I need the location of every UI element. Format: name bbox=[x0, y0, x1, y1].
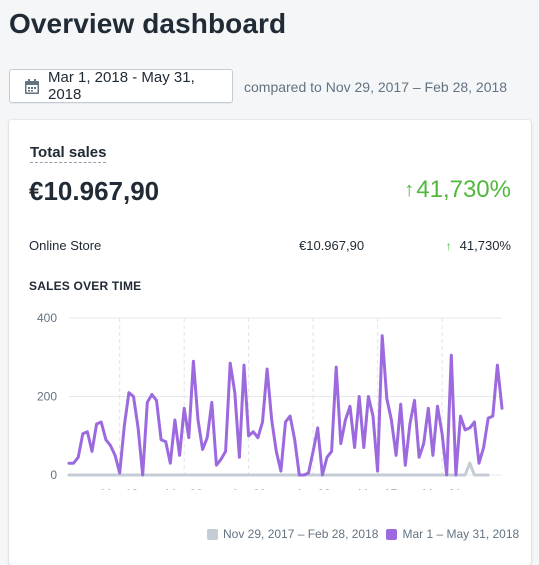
series-line-previous bbox=[67, 461, 490, 477]
legend-item-previous[interactable]: Nov 29, 2017 – Feb 28, 2018 bbox=[207, 527, 378, 541]
total-sales-value: €10.967,90 bbox=[29, 176, 160, 206]
series-line-current bbox=[67, 334, 504, 477]
y-tick-label: 200 bbox=[37, 390, 57, 404]
y-tick-label: 0 bbox=[50, 468, 57, 482]
x-tick-label: Mar 12 bbox=[101, 487, 139, 490]
comparison-range-text: compared to Nov 29, 2017 – Feb 28, 2018 bbox=[244, 79, 508, 95]
breakdown-row-change-value: 41,730% bbox=[459, 238, 511, 253]
legend-swatch-current bbox=[386, 528, 398, 540]
breakdown-row-label: Online Store bbox=[29, 238, 102, 253]
date-range-label: Mar 1, 2018 - May 31, 2018 bbox=[48, 69, 195, 103]
date-range-picker[interactable]: Mar 1, 2018 - May 31, 2018 bbox=[9, 69, 233, 103]
total-sales-title[interactable]: Total sales bbox=[30, 144, 107, 163]
y-tick-label: 400 bbox=[37, 311, 57, 325]
x-tick-label: May 21 bbox=[422, 487, 462, 490]
legend-label-current: Mar 1 – May 31, 2018 bbox=[402, 527, 520, 541]
legend-item-current[interactable]: Mar 1 – May 31, 2018 bbox=[386, 527, 519, 541]
chart-heading: SALES OVER TIME bbox=[29, 279, 142, 293]
arrow-up-icon: ↑ bbox=[445, 238, 452, 253]
breakdown-row-value: €10.967,90 bbox=[299, 238, 365, 253]
calendar-icon bbox=[24, 78, 40, 95]
x-tick-label: Mar 26 bbox=[165, 487, 203, 490]
legend-label-previous: Nov 29, 2017 – Feb 28, 2018 bbox=[223, 527, 379, 541]
x-tick-label: May 07 bbox=[358, 487, 398, 490]
total-sales-change: ↑ 41,730% bbox=[404, 176, 511, 204]
page-title: Overview dashboard bbox=[9, 8, 287, 39]
total-sales-change-value: 41,730% bbox=[416, 176, 511, 203]
x-tick-label: Apr 23 bbox=[295, 487, 331, 490]
total-sales-card: Total sales €10.967,90 ↑ 41,730% Online … bbox=[9, 120, 531, 565]
legend-swatch-previous bbox=[207, 528, 218, 540]
chart-legend: Nov 29, 2017 – Feb 28, 2018 Mar 1 – May … bbox=[207, 527, 519, 541]
arrow-up-icon: ↑ bbox=[404, 178, 415, 201]
sales-over-time-chart: 0 200 400 Mar 12 Mar 26 Apr 09 Apr 23 May 07 May… bbox=[37, 311, 504, 490]
x-tick-label: Apr 09 bbox=[231, 487, 267, 490]
breakdown-row-change: ↑ 41,730% bbox=[446, 238, 511, 253]
